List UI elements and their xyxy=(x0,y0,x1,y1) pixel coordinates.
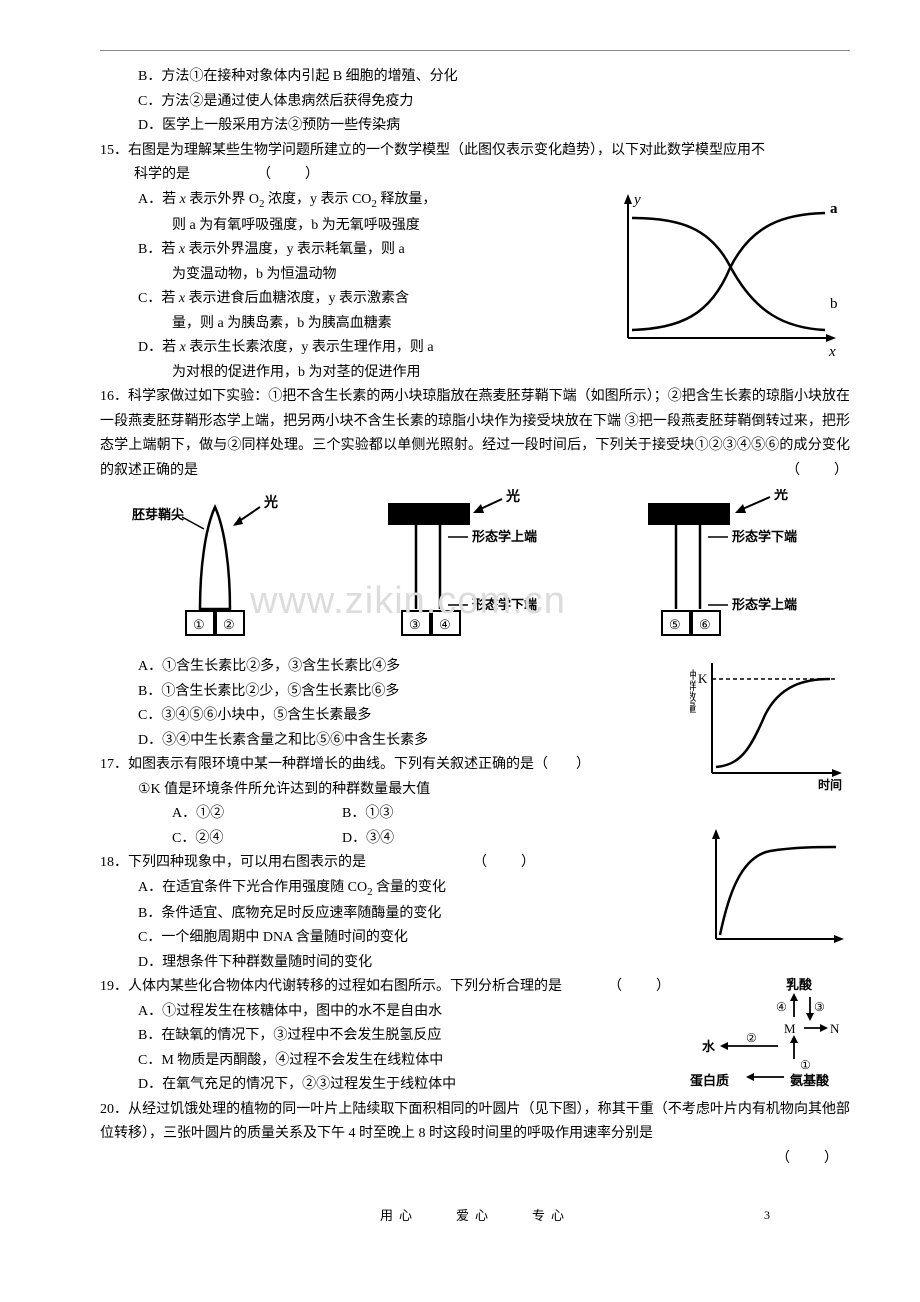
q16-number: 16． xyxy=(100,389,128,404)
svg-text:②: ② xyxy=(223,617,235,632)
q16-figures: www.zikin.com.cn 胚芽鞘尖 ① ② 光 xyxy=(100,483,850,655)
svg-text:形态学上端: 形态学上端 xyxy=(732,597,797,612)
q16-figure-3: ⑤ ⑥ 光 形态学下端 形态学上端 xyxy=(620,489,850,649)
svg-text:③: ③ xyxy=(814,1000,825,1014)
q19: 乳酸 ④ ③ M N 水 ② ① 蛋白质 xyxy=(100,975,850,1098)
svg-text:③: ③ xyxy=(409,617,421,632)
curve-a-label: a xyxy=(830,201,838,217)
svg-text:M: M xyxy=(784,1021,796,1036)
q15-number: 15． xyxy=(100,143,128,158)
q15: 15．右图是为理解某些生物学问题所建立的一个数学模型（此图仅表示变化趋势），以下… xyxy=(100,139,850,386)
q16-figure-2: ③ ④ 光 形态学上端 形态学下端 xyxy=(360,489,590,649)
axis-x-label: x xyxy=(828,344,836,360)
svg-text:⑥: ⑥ xyxy=(699,617,711,632)
q19-number: 19． xyxy=(100,979,128,994)
svg-text:形态学下端: 形态学下端 xyxy=(732,529,797,544)
page-footer: 用心 爱心 专心 3 xyxy=(100,1205,850,1228)
q16-figure-1: 胚芽鞘尖 ① ② 光 xyxy=(130,489,330,649)
q15-stem-line2: 科学的是 （ ） xyxy=(100,163,850,188)
q17-option-a: A．①② xyxy=(172,802,342,827)
q19-graph: 乳酸 ④ ③ M N 水 ② ① 蛋白质 xyxy=(690,975,850,1090)
answer-paren: （ ） xyxy=(786,459,850,484)
svg-text:胚芽鞘尖: 胚芽鞘尖 xyxy=(132,507,184,522)
svg-text:④: ④ xyxy=(776,1000,787,1014)
q20-stem: 20．从经过饥饿处理的植物的同一叶片上陆续取下面积相同的叶圆片（见下图），称其干… xyxy=(100,1098,850,1147)
q20-paren-line: （ ） xyxy=(100,1147,850,1172)
page-number: 3 xyxy=(764,1205,770,1226)
q20: 20．从经过饥饿处理的植物的同一叶片上陆续取下面积相同的叶圆片（见下图），称其干… xyxy=(100,1098,850,1172)
svg-text:①: ① xyxy=(193,617,205,632)
q17-number: 17． xyxy=(100,757,128,772)
q16: 16．科学家做过如下实验：①把不含生长素的两小块琼脂放在燕麦胚芽鞘下端（如图所示… xyxy=(100,385,850,753)
svg-text:蛋白质: 蛋白质 xyxy=(690,1073,729,1088)
page: B．方法①在接种对象体内引起 B 细胞的增殖、分化 C．方法②是通过使人体患病然… xyxy=(100,50,850,1228)
axis-y-label: y xyxy=(632,192,641,208)
svg-text:光: 光 xyxy=(505,489,520,505)
svg-text:光: 光 xyxy=(263,494,278,511)
q17-options-row1: A．①② B．①③ xyxy=(100,802,850,827)
q15-stem-line1: 15．右图是为理解某些生物学问题所建立的一个数学模型（此图仅表示变化趋势），以下… xyxy=(100,139,850,164)
q15-graph: y a b x xyxy=(610,188,850,363)
svg-text:形态学下端: 形态学下端 xyxy=(472,597,537,612)
svg-text:②: ② xyxy=(746,1031,757,1045)
svg-text:形态学上端: 形态学上端 xyxy=(472,529,537,544)
header-rule xyxy=(100,50,850,51)
answer-paren: （ ） xyxy=(776,1151,840,1166)
svg-text:④: ④ xyxy=(439,617,451,632)
svg-text:乳酸: 乳酸 xyxy=(786,977,813,992)
prev-option-c: C．方法②是通过使人体患病然后获得免疫力 xyxy=(100,90,850,115)
svg-text:①: ① xyxy=(800,1058,811,1072)
curve-b-label: b xyxy=(830,296,838,312)
svg-text:时间: 时间 xyxy=(818,777,842,792)
svg-text:N: N xyxy=(830,1021,840,1036)
q17-graph: K 种群数量 时间 xyxy=(690,655,850,795)
q18-number: 18． xyxy=(100,855,128,870)
answer-paren: （ ） xyxy=(257,167,321,182)
q20-number: 20． xyxy=(100,1102,128,1117)
svg-text:氨基酸: 氨基酸 xyxy=(789,1073,830,1088)
svg-text:K: K xyxy=(698,671,708,686)
q17-option-b: B．①③ xyxy=(342,802,393,827)
prev-option-d: D．医学上一般采用方法②预防一些传染病 xyxy=(100,114,850,139)
answer-paren: （ ） xyxy=(473,855,537,870)
prev-option-b: B．方法①在接种对象体内引起 B 细胞的增殖、分化 xyxy=(100,65,850,90)
q17-option-c: C．②④ xyxy=(172,827,342,852)
q18-graph xyxy=(700,827,850,957)
q17-option-d: D．③④ xyxy=(342,827,394,852)
answer-paren: （ ） xyxy=(608,975,672,1000)
q16-stem: 16．科学家做过如下实验：①把不含生长素的两小块琼脂放在燕麦胚芽鞘下端（如图所示… xyxy=(100,385,850,483)
svg-text:光: 光 xyxy=(773,489,788,503)
q15-option-d-line2: 为对根的促进作用，b 为对茎的促进作用 xyxy=(100,361,850,386)
footer-text: 用心 爱心 专心 xyxy=(380,1208,570,1223)
svg-text:⑤: ⑤ xyxy=(669,617,681,632)
svg-text:水: 水 xyxy=(702,1039,716,1054)
svg-text:种群数量: 种群数量 xyxy=(690,668,697,713)
q17-options-row2: C．②④ D．③④ xyxy=(100,827,692,852)
